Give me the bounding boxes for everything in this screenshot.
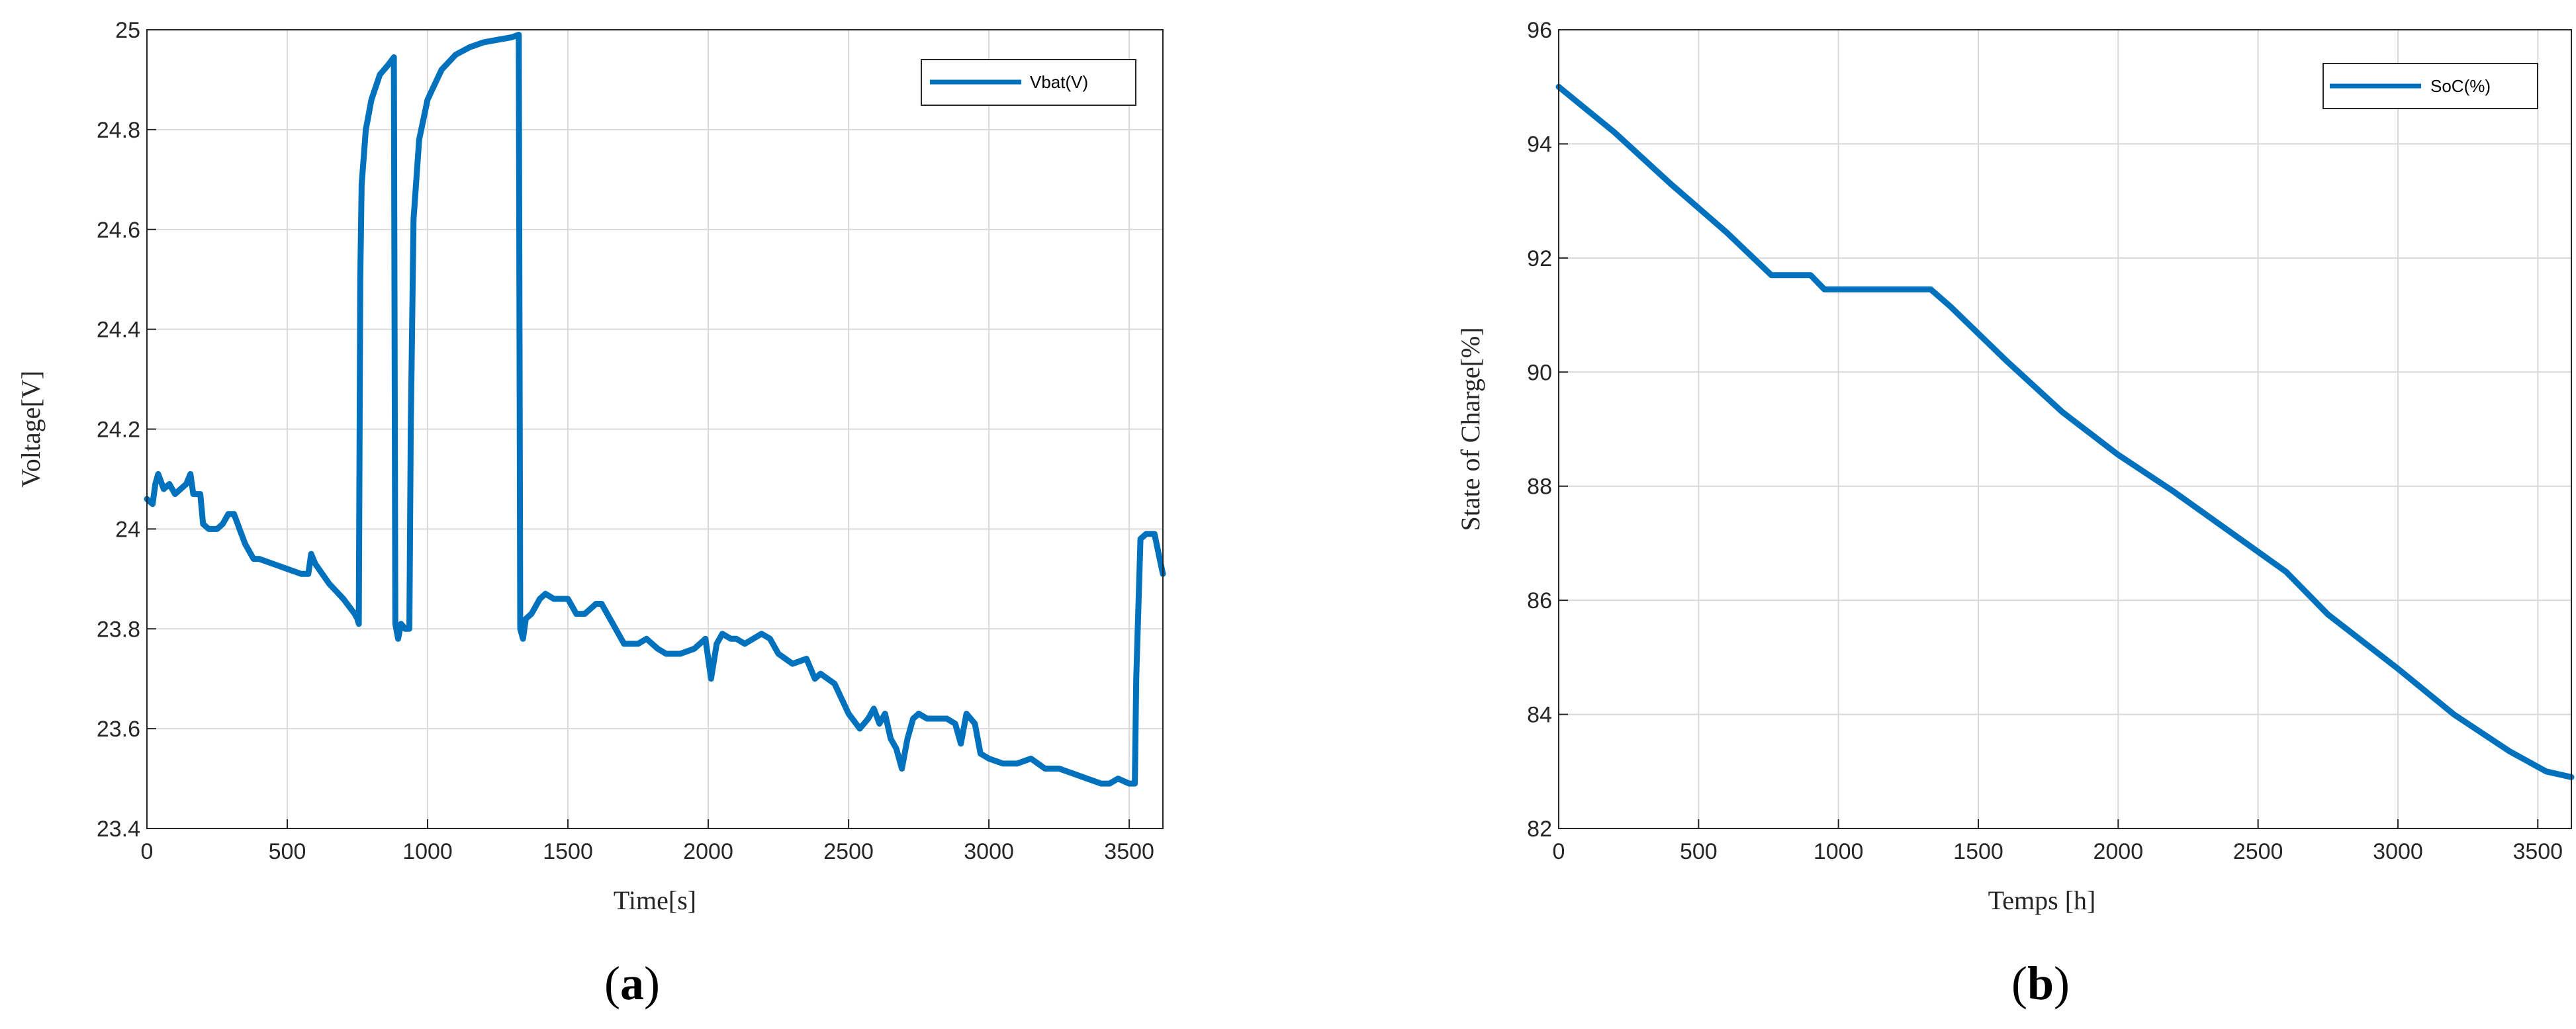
x-tick-label: 1000 xyxy=(1814,839,1864,864)
x-tick-label: 2000 xyxy=(683,839,733,864)
y-tick-label: 24 xyxy=(115,517,140,542)
y-tick-label: 24.4 xyxy=(97,318,140,343)
x-tick-label: 2500 xyxy=(823,839,874,864)
y-tick-label: 24.2 xyxy=(97,418,140,443)
y-ticks-b: 82 84 86 88 90 92 94 96 xyxy=(1527,18,1568,842)
x-axis-label-a: Time[s] xyxy=(614,885,696,915)
y-tick-label: 90 xyxy=(1527,360,1552,385)
x-tick-label: 500 xyxy=(269,839,306,864)
x-tick-label: 0 xyxy=(1553,839,1565,864)
y-tick-label: 23.6 xyxy=(97,717,140,742)
y-tick-label: 86 xyxy=(1527,588,1552,613)
chart-a: 0 500 1000 1500 2000 2500 3000 3500 23.423.623.… xyxy=(16,18,1166,1010)
x-tick-label: 500 xyxy=(1680,839,1718,864)
x-tick-label: 1500 xyxy=(543,839,593,864)
plot-frame-b xyxy=(1558,29,2572,829)
panel-label-a: (a) xyxy=(604,957,660,1010)
panel-letter-b: b xyxy=(2027,957,2054,1010)
x-axis-label-b: Temps [h] xyxy=(1988,885,2096,915)
chart-b: 0 500 1000 1500 2000 2500 3000 3500 82 84 86 88 90 9… xyxy=(1455,18,2575,1010)
x-ticks-b: 0 500 1000 1500 2000 2500 3000 3500 xyxy=(1553,819,2563,864)
y-tick-label: 88 xyxy=(1527,474,1552,500)
x-tick-label: 1000 xyxy=(402,839,453,864)
y-axis-label-a: Voltage[V] xyxy=(16,371,46,488)
series-line-soc xyxy=(1555,83,2575,780)
plot-area-b xyxy=(1559,30,2571,828)
y-tick-label: 25 xyxy=(115,18,140,43)
legend-label-soc: SoC(%) xyxy=(2430,76,2491,96)
y-tick-label: 23.8 xyxy=(97,617,140,642)
x-tick-label: 1500 xyxy=(1953,839,2003,864)
x-tick-label: 2500 xyxy=(2233,839,2283,864)
panel-label-b: (b) xyxy=(2011,957,2070,1010)
series-line-vbat xyxy=(144,32,1166,787)
series-line-a xyxy=(144,32,1166,787)
x-tick-label: 3500 xyxy=(1104,839,1154,864)
x-ticks-a: 0 500 1000 1500 2000 2500 3000 3500 xyxy=(141,819,1154,864)
y-tick-label: 24.8 xyxy=(97,118,140,143)
y-tick-label: 84 xyxy=(1527,703,1552,728)
y-ticks-a: 23.4 23.6 23.8 24 24.2 24.4 24.6 24.8 25 xyxy=(97,18,156,842)
x-tick-label: 3000 xyxy=(2373,839,2423,864)
y-tick-label: 94 xyxy=(1527,132,1552,157)
x-tick-label: 3000 xyxy=(964,839,1014,864)
x-tick-label: 0 xyxy=(141,839,154,864)
y-tick-label: 24.6 xyxy=(97,218,140,243)
y-tick-label: 92 xyxy=(1527,246,1552,271)
legend-b: SoC(%) xyxy=(2323,63,2538,109)
y-axis-label-b: State of Charge[%] xyxy=(1455,327,1485,531)
y-tick-label: 23.4 xyxy=(97,817,140,842)
series-line-b xyxy=(1555,83,2575,780)
legend-label-vbat: Vbat(V) xyxy=(1030,72,1088,92)
legend-a: Vbat(V) xyxy=(921,59,1136,106)
y-tick-label: 82 xyxy=(1527,817,1552,842)
y-tick-label: 96 xyxy=(1527,18,1552,43)
x-tick-label: 2000 xyxy=(2093,839,2143,864)
panel-letter-a: a xyxy=(620,957,644,1010)
x-tick-label: 3500 xyxy=(2512,839,2563,864)
